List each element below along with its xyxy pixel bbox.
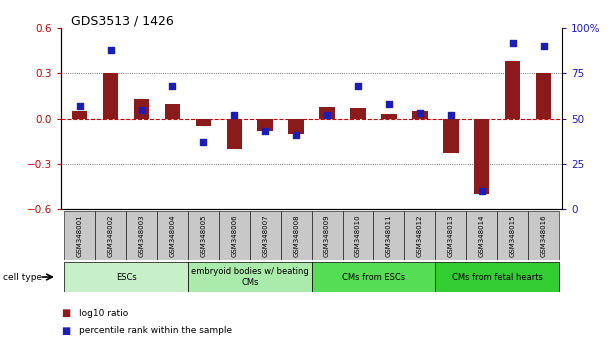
Text: GSM348011: GSM348011 [386,214,392,257]
Point [137,107,147,113]
Point [384,101,394,107]
Text: CMs from ESCs: CMs from ESCs [342,273,405,281]
Bar [497,211,528,260]
Bar [134,99,149,119]
Text: ■: ■ [61,308,70,318]
Bar [288,119,304,134]
Text: GSM348007: GSM348007 [262,214,268,257]
Bar [536,74,551,119]
Text: GSM348014: GSM348014 [478,214,485,257]
Bar [466,211,497,260]
Bar [312,211,343,260]
Text: GSM348001: GSM348001 [76,214,82,257]
Bar [505,62,521,119]
Text: GSM348002: GSM348002 [108,214,114,257]
Text: percentile rank within the sample: percentile rank within the sample [79,326,233,336]
Bar [412,111,428,119]
Text: GSM348012: GSM348012 [417,214,423,257]
Bar [126,211,157,260]
Point [291,132,301,138]
Text: cell type: cell type [3,273,42,281]
Bar [528,211,559,260]
Bar [280,211,312,260]
Point [415,110,425,116]
Point [106,47,115,53]
Bar [435,211,466,260]
Text: log10 ratio: log10 ratio [79,309,129,318]
Bar [350,108,366,119]
Point [199,139,208,145]
Point [353,83,363,89]
Bar [474,119,489,194]
Point [508,40,518,46]
Bar [72,111,87,119]
Point [229,112,239,118]
Bar [250,211,280,260]
Bar [257,119,273,131]
Text: ■: ■ [61,326,70,336]
Text: CMs from fetal hearts: CMs from fetal hearts [452,273,543,281]
Bar [165,104,180,119]
Bar [196,119,211,126]
Bar [219,211,250,260]
Text: GSM348008: GSM348008 [293,214,299,257]
Text: GSM348010: GSM348010 [355,214,361,257]
Bar [312,262,435,292]
Text: GSM348003: GSM348003 [139,214,145,257]
Point [167,83,177,89]
Text: GSM348015: GSM348015 [510,214,516,257]
Bar [188,262,312,292]
Bar [64,262,188,292]
Bar [320,107,335,119]
Text: GDS3513 / 1426: GDS3513 / 1426 [71,14,174,27]
Bar [188,211,219,260]
Bar [157,211,188,260]
Bar [103,74,119,119]
Bar [343,211,373,260]
Text: GSM348006: GSM348006 [232,214,237,257]
Bar [227,119,242,149]
Bar [95,211,126,260]
Bar [64,211,95,260]
Bar [404,211,435,260]
Bar [443,119,458,153]
Text: GSM348005: GSM348005 [200,214,207,257]
Text: GSM348004: GSM348004 [169,214,175,257]
Bar [435,262,559,292]
Point [539,44,549,49]
Text: embryoid bodies w/ beating
CMs: embryoid bodies w/ beating CMs [191,267,309,287]
Text: GSM348016: GSM348016 [541,214,547,257]
Bar [373,211,404,260]
Point [446,112,456,118]
Bar [381,114,397,119]
Text: GSM348013: GSM348013 [448,214,454,257]
Point [260,129,270,134]
Text: GSM348009: GSM348009 [324,214,330,257]
Point [477,188,486,194]
Point [322,112,332,118]
Point [75,103,84,109]
Text: ESCs: ESCs [115,273,136,281]
